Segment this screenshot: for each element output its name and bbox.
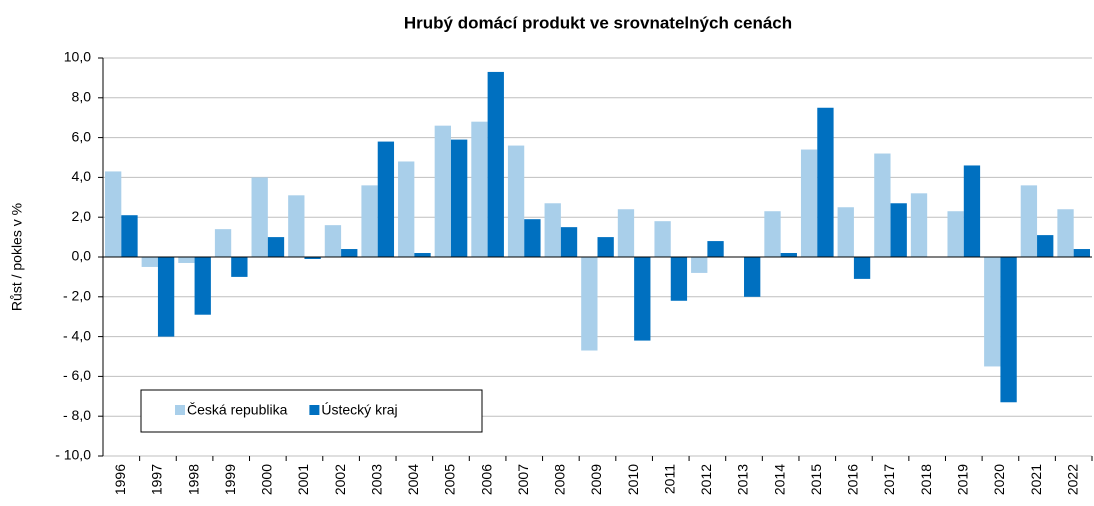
x-tick-label: 2011: [661, 464, 677, 494]
bar: [581, 257, 598, 351]
x-tick-label: 2017: [881, 464, 897, 495]
bar: [304, 257, 321, 259]
chart-title: Hrubý domácí produkt ve srovnatelných ce…: [404, 13, 792, 32]
bar: [1020, 185, 1038, 257]
bar: [377, 141, 395, 257]
bar: [157, 257, 175, 337]
legend-swatch: [175, 405, 185, 415]
bar: [764, 211, 781, 257]
bar: [1037, 235, 1054, 257]
y-axis-label: Růst / pokles v %: [9, 203, 25, 311]
bar: [800, 149, 818, 257]
bar: [507, 145, 525, 257]
x-tick-label: 1998: [185, 464, 201, 495]
x-tick-label: 1997: [149, 464, 165, 495]
bar: [341, 249, 358, 257]
bar: [1073, 249, 1090, 257]
bar: [817, 107, 834, 257]
x-tick-label: 2015: [808, 464, 824, 495]
bar: [231, 257, 248, 277]
x-tick-label: 2018: [918, 464, 934, 495]
bar: [707, 241, 724, 257]
y-tick-label: 6,0: [72, 128, 92, 144]
legend: Česká republika Ústecký kraj: [140, 389, 483, 433]
bar: [471, 121, 488, 258]
bar: [597, 237, 614, 257]
x-tick-label: 2002: [332, 464, 348, 495]
bar: [194, 257, 211, 315]
bar: [634, 257, 651, 341]
y-tick-label: 10,0: [64, 49, 91, 65]
bar: [654, 221, 671, 257]
x-tick-label: 2014: [771, 464, 787, 495]
y-tick-label: - 4,0: [63, 327, 91, 343]
y-tick-label: - 2,0: [63, 288, 91, 304]
x-tick-label: 2012: [698, 464, 714, 495]
x-tick-label: 2007: [515, 464, 531, 495]
bar: [361, 185, 378, 257]
bar: [105, 171, 122, 257]
x-tick-label: 2022: [1064, 464, 1080, 495]
x-tick-label: 1996: [112, 464, 128, 495]
x-tick-label: 2005: [442, 464, 458, 495]
bar: [910, 193, 928, 257]
y-tick-label: 8,0: [72, 89, 92, 105]
y-tick-label: 2,0: [72, 208, 92, 224]
x-tick-label: 2019: [954, 464, 970, 495]
y-tick-label: - 8,0: [63, 407, 91, 423]
x-tick-label: 2001: [295, 464, 311, 495]
bar: [398, 161, 415, 257]
bar: [617, 209, 635, 257]
bar: [780, 253, 797, 257]
x-tick-label: 2009: [588, 464, 604, 495]
x-tick-label: 2021: [1028, 464, 1044, 495]
bar: [744, 257, 761, 297]
bar: [837, 207, 854, 257]
bar: [141, 257, 158, 267]
x-tick-label: 2004: [405, 464, 421, 495]
y-tick-label: - 10,0: [55, 447, 91, 463]
bar: [434, 125, 451, 257]
bar: [1000, 257, 1017, 403]
bar: [267, 237, 285, 257]
x-tick-label: 2008: [552, 464, 568, 495]
legend-label: Ústecký kraj: [321, 402, 397, 418]
bar: [963, 165, 981, 257]
bar: [890, 203, 907, 257]
bar: [947, 211, 964, 257]
bar: [984, 257, 1001, 367]
y-tick-label: 4,0: [72, 168, 92, 184]
x-tick-label: 2013: [735, 464, 751, 495]
bar: [214, 229, 232, 257]
legend-swatch: [309, 405, 320, 415]
x-tick-label: 1999: [222, 464, 238, 495]
bar: [691, 257, 708, 273]
bar: [450, 139, 468, 257]
bar: [524, 219, 541, 257]
bar: [874, 153, 891, 257]
x-tick-label: 2003: [368, 464, 384, 495]
y-tick-label: - 6,0: [63, 367, 91, 383]
bar: [288, 195, 305, 257]
bar: [251, 177, 268, 257]
bar: [487, 71, 504, 258]
bar: [853, 257, 871, 279]
bar: [560, 227, 578, 257]
bar: [121, 215, 138, 257]
x-tick-label: 2010: [625, 464, 641, 495]
x-tick-label: 2020: [991, 464, 1007, 495]
bar: [414, 253, 431, 257]
bar: [324, 225, 342, 257]
bar: [544, 203, 561, 257]
x-tick-label: 2000: [259, 464, 275, 495]
legend-label: Česká republika: [187, 402, 288, 418]
y-tick-label: 0,0: [72, 248, 92, 264]
bar: [1057, 209, 1074, 257]
bar: [670, 257, 688, 301]
bar: [178, 257, 195, 263]
x-tick-label: 2006: [478, 464, 494, 495]
x-tick-label: 2016: [845, 464, 861, 495]
